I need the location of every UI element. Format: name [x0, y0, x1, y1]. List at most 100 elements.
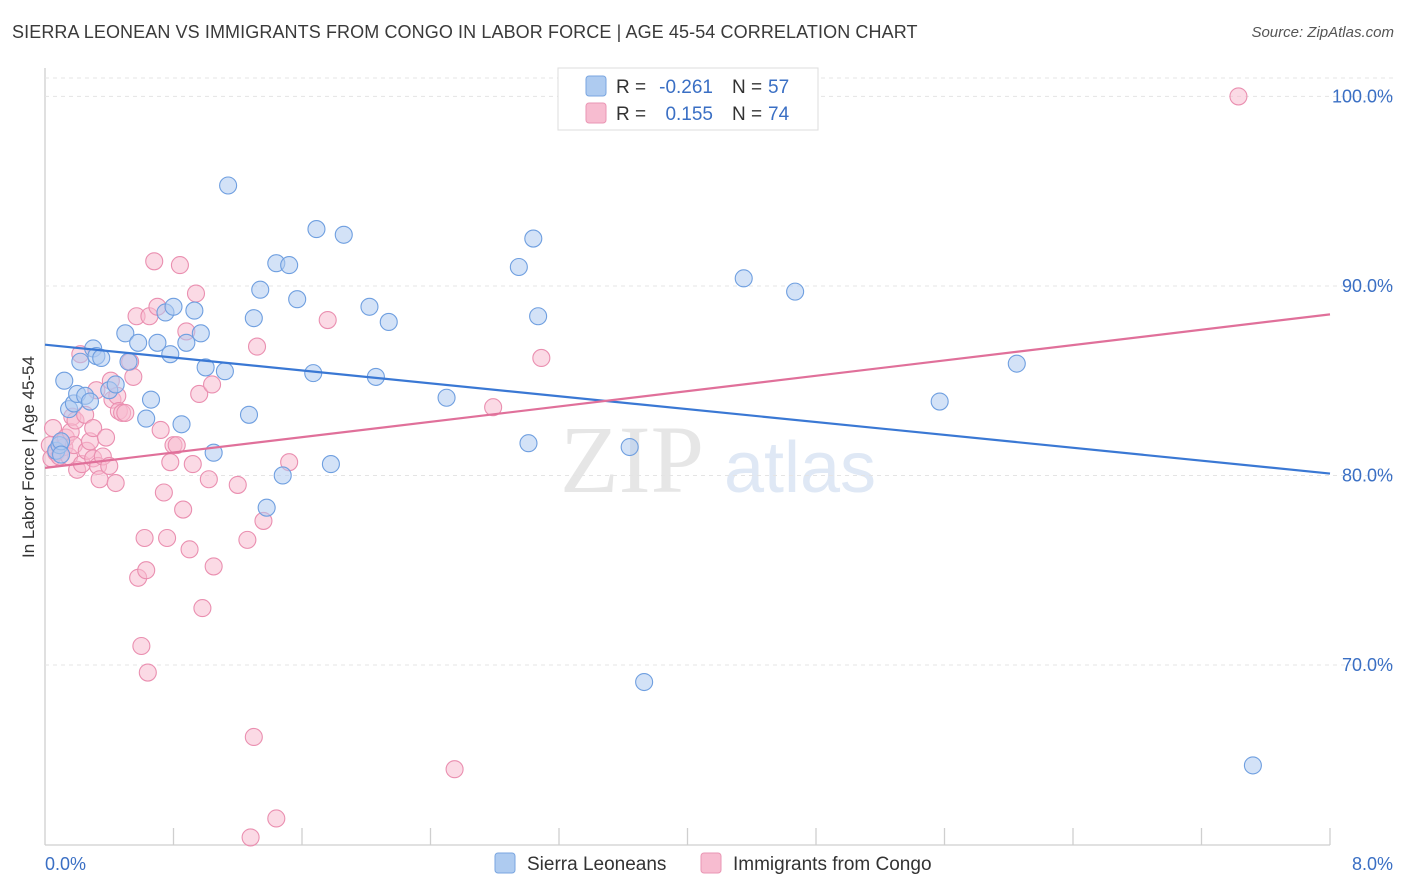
- bottom-legend-swatch-pink: [700, 852, 722, 874]
- legend-swatch-blue: [585, 75, 607, 97]
- x-tick-label-max: 8.0%: [1352, 854, 1393, 874]
- congo-point-63: [238, 530, 257, 549]
- sierra-leonean-point-44: [334, 225, 353, 244]
- congo-point-60: [203, 375, 222, 394]
- congo-point-71: [445, 760, 464, 779]
- congo-point-50: [167, 436, 186, 455]
- x-ticks: [172, 828, 1331, 845]
- sierra-leonean-point-21: [148, 333, 167, 352]
- sierra-leonean-point-57: [930, 392, 949, 411]
- y-tick-labels: 70.0% 80.0% 90.0% 100.0%: [1332, 86, 1393, 675]
- congo-point-38: [132, 636, 151, 656]
- sierra-leonean-point-15: [106, 375, 125, 394]
- legend-r-value-2: 0.155: [665, 104, 713, 125]
- congo-point-68: [267, 809, 286, 828]
- sierra-leonean-point-50: [519, 434, 538, 453]
- congo-point-57: [190, 384, 209, 404]
- chart-title: SIERRA LEONEAN VS IMMIGRANTS FROM CONGO …: [12, 22, 918, 42]
- sierra-leonean-point-56: [786, 282, 805, 301]
- sierra-leonean-point-18: [129, 333, 148, 352]
- legend-swatch-pink: [585, 102, 607, 124]
- bottom-legend-label-blue: Sierra Leoneans: [527, 854, 666, 875]
- sierra-leonean-trend-line: [44, 343, 1331, 475]
- sierra-leonean-point-38: [273, 466, 292, 485]
- sierra-leonean-point-42: [307, 220, 326, 239]
- congo-point-70: [318, 311, 337, 330]
- sierra-leonean-point-43: [321, 455, 340, 474]
- sierra-leonean-point-58: [1007, 354, 1026, 373]
- sierra-leonean-point-47: [379, 312, 398, 331]
- sierra-leonean-point-36: [257, 498, 276, 517]
- legend-r-label-2: R =: [616, 104, 646, 125]
- y-axis-label: In Labor Force | Age 45-54: [19, 356, 38, 558]
- y-tick-label-90: 90.0%: [1342, 276, 1393, 296]
- congo-point-33: [116, 403, 135, 422]
- legend-r-value-1: -0.261: [659, 77, 713, 98]
- congo-point-58: [193, 599, 212, 618]
- congo-point-2: [43, 419, 63, 438]
- sierra-leonean-point-25: [172, 415, 191, 434]
- sierra-leonean-point-39: [280, 256, 299, 275]
- congo-trend-line: [44, 313, 1331, 469]
- stats-legend: R = -0.261 N = 57 R = 0.155 N = 74: [557, 67, 819, 131]
- y-tick-label-100: 100.0%: [1332, 86, 1393, 106]
- bottom-legend-swatch-blue: [494, 852, 516, 874]
- congo-point-35: [124, 367, 143, 386]
- sierra-leonean-point-31: [215, 362, 234, 381]
- sierra-leonean-point-35: [251, 280, 270, 299]
- sierra-leonean-point-54: [635, 672, 654, 692]
- sierra-leonean-point-34: [244, 309, 263, 328]
- congo-point-46: [154, 483, 173, 502]
- congo-point-51: [170, 256, 189, 275]
- watermark-atlas: atlas: [724, 428, 876, 508]
- sierra-leonean-point-10: [80, 392, 100, 411]
- sierra-leonean-point-29: [196, 358, 215, 377]
- sierra-leonean-point-53: [620, 437, 639, 457]
- congo-point-43: [145, 252, 164, 271]
- legend-r-label-1: R =: [616, 77, 646, 98]
- congo-point-61: [204, 557, 223, 576]
- congo-point-29: [106, 473, 125, 493]
- congo-point-39: [135, 528, 154, 548]
- congo-point-45: [151, 420, 170, 440]
- congo-point-73: [532, 348, 551, 368]
- congo-point-66: [247, 337, 267, 356]
- legend-n-label-2: N =: [732, 104, 762, 125]
- legend-n-value-1: 57: [768, 77, 789, 98]
- congo-point-59: [199, 470, 218, 489]
- sierra-leonean-point-8: [71, 352, 90, 371]
- congo-point-40: [137, 561, 156, 580]
- congo-point-74: [1229, 87, 1248, 106]
- gridlines: [45, 77, 1393, 666]
- bottom-legend: Sierra Leoneans Immigrants from Congo: [494, 852, 932, 875]
- sierra-leonean-point-33: [239, 405, 259, 424]
- y-tick-label-70: 70.0%: [1342, 655, 1393, 675]
- congo-point-56: [186, 284, 206, 303]
- sierra-leonean-point-48: [437, 388, 456, 407]
- bottom-legend-label-pink: Immigrants from Congo: [733, 854, 932, 875]
- watermark-zip: ZIP: [560, 406, 704, 513]
- congo-point-72: [484, 398, 503, 417]
- congo-point-41: [138, 663, 157, 682]
- sierra-leonean-point-40: [288, 290, 307, 309]
- sierra-leonean-point-23: [161, 345, 180, 364]
- sierra-leonean-point-3: [52, 445, 71, 464]
- sierra-leonean-point-52: [529, 307, 548, 326]
- congo-point-55: [183, 455, 202, 474]
- congo-point-20: [84, 419, 103, 438]
- sierra-leonean-points: [47, 176, 1262, 775]
- sierra-leonean-point-49: [509, 257, 528, 277]
- sierra-leonean-point-24: [164, 297, 183, 316]
- sierra-leonean-point-45: [360, 297, 379, 316]
- congo-point-62: [228, 475, 247, 494]
- sierra-leonean-point-17: [119, 352, 138, 371]
- sierra-leonean-point-20: [141, 390, 161, 409]
- sierra-leonean-point-32: [219, 176, 238, 195]
- congo-point-52: [174, 500, 193, 519]
- sierra-leonean-point-55: [734, 269, 753, 288]
- congo-point-54: [180, 540, 199, 559]
- congo-point-47: [158, 528, 177, 548]
- sierra-leonean-point-51: [524, 229, 543, 248]
- trend-lines: [44, 313, 1331, 475]
